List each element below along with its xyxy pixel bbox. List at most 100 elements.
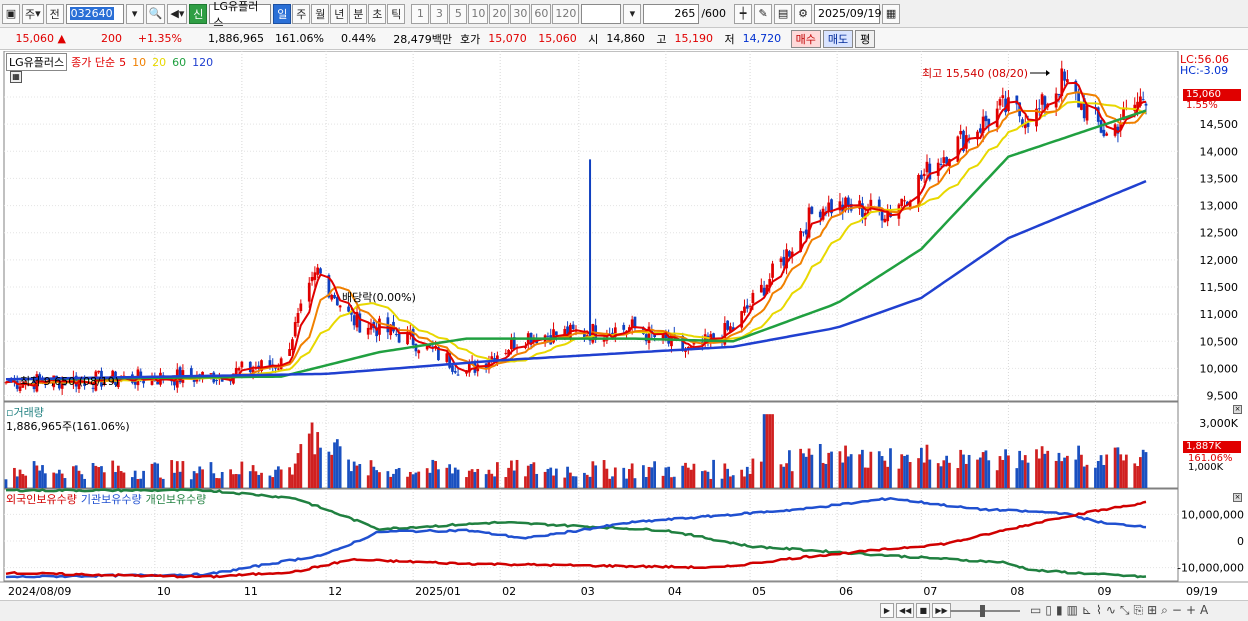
- volume-bar-85: [338, 446, 342, 488]
- new-badge[interactable]: 신: [189, 3, 208, 24]
- fast-forward-icon[interactable]: ▶▶: [932, 603, 951, 618]
- volume-bar-163: [647, 466, 651, 488]
- stock-code-input[interactable]: 032640: [65, 3, 124, 24]
- x-tick-label-end: 09/19: [1186, 585, 1218, 598]
- zoom-out-icon[interactable]: −: [1171, 603, 1182, 617]
- volume-bar-259: [1023, 455, 1027, 488]
- holding-legend-2[interactable]: 개인보유수량: [145, 493, 207, 506]
- scroll-right-icon[interactable]: ▶: [880, 603, 894, 618]
- interval-tab-2[interactable]: 월: [311, 3, 330, 24]
- speaker-icon[interactable]: ◀▾: [167, 3, 188, 24]
- save-icon[interactable]: ▤: [774, 3, 793, 24]
- ma-legend-0[interactable]: 5: [119, 55, 127, 69]
- volume-bar-261: [1035, 449, 1038, 488]
- interval-tab-6[interactable]: 틱: [387, 3, 406, 24]
- volume-bar-152: [605, 468, 609, 488]
- zoom-in-icon[interactable]: +: [1185, 603, 1197, 617]
- draw-tool-icon[interactable]: ✎: [754, 3, 773, 24]
- chart-canvas[interactable]: 2024/08/09 10 11 12 2025/01 02 03 04 05 06 07 08 09 0…: [0, 51, 1248, 601]
- step-option-6[interactable]: 60: [531, 3, 552, 24]
- volume-bar-53: [215, 478, 218, 488]
- volume-close-icon[interactable]: ×: [1233, 405, 1242, 414]
- candle-body-201: [799, 230, 803, 252]
- average-button[interactable]: 평: [855, 29, 876, 48]
- candle-body-126: [504, 352, 508, 354]
- candle-body-60: [240, 361, 244, 368]
- step-option-7[interactable]: 120: [552, 3, 580, 24]
- ma-legend-1[interactable]: 10: [132, 55, 147, 69]
- layout-icon-4[interactable]: ▥: [1066, 603, 1078, 617]
- turnover: 0.44%: [341, 32, 376, 45]
- grid-icon[interactable]: ⊞: [1147, 603, 1158, 617]
- candle-body-224: [886, 211, 890, 222]
- layout-icon-1[interactable]: ▭: [1030, 603, 1042, 617]
- interval-tab-1[interactable]: 주: [292, 3, 311, 24]
- price-change: 200: [101, 32, 122, 45]
- volume-bar-229: [905, 454, 909, 488]
- volume-bar-109: [434, 461, 437, 488]
- zoom-slider[interactable]: [950, 610, 1020, 612]
- volume-bar-95: [378, 472, 381, 488]
- ma-legend-3[interactable]: 60: [172, 55, 187, 69]
- candle-body-8: [38, 374, 42, 380]
- export-icon[interactable]: ⎘: [1133, 603, 1144, 617]
- count-input[interactable]: 265: [643, 3, 700, 24]
- volume-bar-201: [799, 448, 803, 488]
- layout-icon-2[interactable]: ▯: [1045, 603, 1052, 617]
- rewind-icon[interactable]: ◀◀: [896, 603, 915, 618]
- window-menu-icon[interactable]: ▣: [2, 3, 20, 24]
- period-dropdown[interactable]: 주 ▾: [22, 3, 44, 24]
- gear-icon[interactable]: ⚙: [794, 3, 813, 24]
- date-input[interactable]: 2025/09/19: [814, 3, 881, 24]
- dividend-annotation: 배당락(0.00%): [342, 291, 416, 304]
- wave-icon[interactable]: ∿: [1105, 603, 1116, 617]
- legend-toggle-icon[interactable]: ▦: [10, 71, 22, 83]
- step-option-4[interactable]: 20: [489, 3, 510, 24]
- zoom-slider-thumb[interactable]: [980, 605, 985, 617]
- font-size-icon[interactable]: A: [1200, 603, 1209, 617]
- trend-icon[interactable]: ⌇: [1095, 603, 1102, 617]
- ruler-icon[interactable]: ⊾: [1081, 603, 1092, 617]
- volume-bar-202: [802, 453, 805, 488]
- buy-button[interactable]: 매수: [790, 29, 821, 48]
- volume-bar-275: [1085, 464, 1089, 488]
- search-icon[interactable]: 🔍: [145, 3, 166, 24]
- stock-chart[interactable]: 2024/08/09 10 11 12 2025/01 02 03 04 05 06 07 08 09 0…: [0, 51, 1248, 621]
- volume-bar-200: [790, 471, 794, 488]
- holding-legend-0[interactable]: 외국인보유수량: [6, 493, 77, 506]
- step-option-2[interactable]: 5: [449, 3, 468, 24]
- candle-body-237: [939, 164, 943, 166]
- interval-tab-5[interactable]: 초: [368, 3, 387, 24]
- fit-icon[interactable]: ⤡: [1119, 603, 1130, 617]
- ma-legend-4[interactable]: 120: [192, 55, 214, 69]
- holding-legend-1[interactable]: 기관보유수량: [80, 493, 142, 506]
- volume-bar-185: [731, 475, 735, 488]
- volume-bar-219: [866, 467, 870, 488]
- interval-tab-3[interactable]: 년: [330, 3, 349, 24]
- step-option-0[interactable]: 1: [411, 3, 430, 24]
- candle-body-231: [917, 174, 920, 205]
- interval-tab-0[interactable]: 일: [273, 3, 292, 24]
- prev-button[interactable]: 전: [45, 3, 64, 24]
- holding-close-icon[interactable]: ×: [1233, 493, 1242, 502]
- sell-button[interactable]: 매도: [822, 29, 854, 48]
- candle-body-200: [790, 251, 794, 257]
- price-panel-frame: [3, 51, 1179, 402]
- volume-bar-255: [1007, 455, 1010, 488]
- ma-legend-2[interactable]: 20: [152, 55, 167, 69]
- candle-body-91: [366, 327, 370, 335]
- step-dropdown-icon[interactable]: ▾: [623, 3, 642, 24]
- dropdown-arrow-icon[interactable]: ▾: [125, 3, 144, 24]
- stop-icon[interactable]: ■: [916, 603, 931, 618]
- volume-bar-76: [307, 433, 311, 488]
- step-custom-input[interactable]: [581, 3, 622, 24]
- step-option-3[interactable]: 10: [468, 3, 489, 24]
- layout-icon-3[interactable]: ▮: [1055, 603, 1063, 617]
- volume: 1,886,965: [208, 32, 264, 45]
- zoom-icon[interactable]: ⌕: [1161, 603, 1168, 617]
- candle-type-icon[interactable]: ┿: [734, 3, 753, 24]
- calendar-icon[interactable]: ▦: [882, 3, 901, 24]
- interval-tab-4[interactable]: 분: [349, 3, 368, 24]
- step-option-1[interactable]: 3: [430, 3, 449, 24]
- step-option-5[interactable]: 30: [510, 3, 531, 24]
